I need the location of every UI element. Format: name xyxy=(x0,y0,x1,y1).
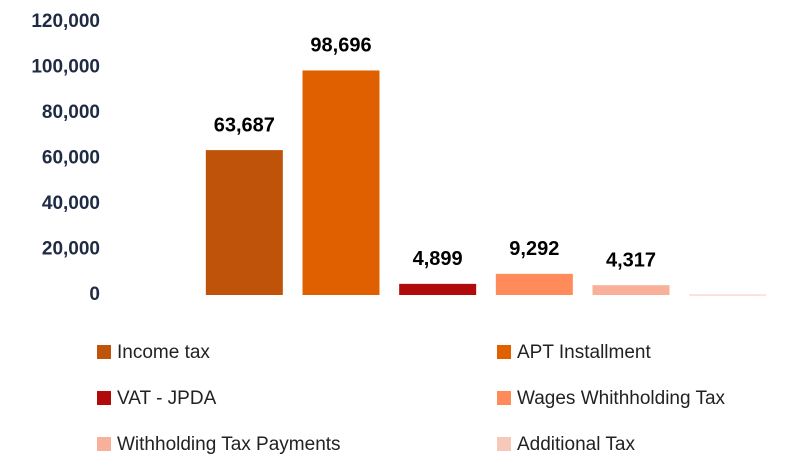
data-label: 98,696 xyxy=(310,35,371,57)
bar xyxy=(399,283,477,295)
data-label: 4,317 xyxy=(606,249,656,271)
legend-swatch xyxy=(497,391,511,405)
bar xyxy=(689,294,767,296)
legend-label: VAT - JPDA xyxy=(117,388,217,409)
data-label: 63,687 xyxy=(214,114,275,136)
y-tick-label: 0 xyxy=(89,284,100,305)
legend-swatch xyxy=(497,345,511,359)
legend-label: Withholding Tax Payments xyxy=(117,434,341,455)
data-label: 4,899 xyxy=(413,248,463,270)
legend-swatch xyxy=(97,437,111,451)
bar xyxy=(592,285,670,295)
y-tick-label: 20,000 xyxy=(42,239,100,260)
data-label: 9,292 xyxy=(509,238,559,260)
legend-label: Wages Whithholding Tax xyxy=(517,388,726,409)
legend-swatch xyxy=(497,437,511,451)
y-tick-label: 80,000 xyxy=(42,102,100,123)
bar xyxy=(205,150,283,295)
legend-swatch xyxy=(97,391,111,405)
legend-label: Additional Tax xyxy=(517,434,635,455)
legend-swatch xyxy=(97,345,111,359)
bar xyxy=(302,70,380,295)
y-tick-label: 120,000 xyxy=(31,11,100,32)
bar xyxy=(495,273,573,295)
y-tick-label: 40,000 xyxy=(42,193,100,214)
y-tick-label: 100,000 xyxy=(31,57,100,78)
y-tick-label: 60,000 xyxy=(42,148,100,169)
legend-label: APT Installment xyxy=(517,342,651,363)
legend-label: Income tax xyxy=(117,342,210,363)
